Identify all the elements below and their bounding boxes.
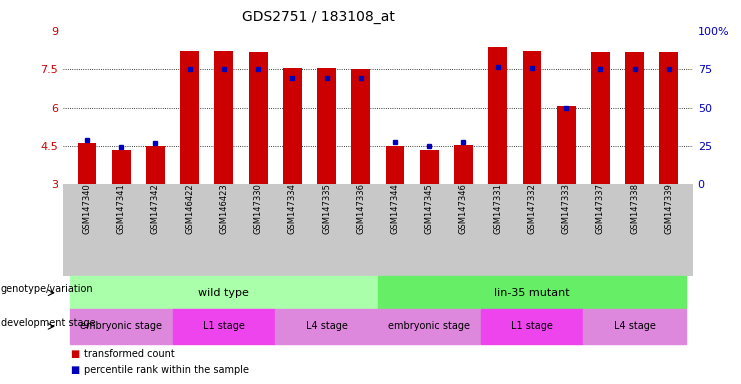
Bar	[420, 150, 439, 184]
Text: embryonic stage: embryonic stage	[80, 321, 162, 331]
Text: L1 stage: L1 stage	[511, 321, 553, 331]
Text: genotype/variation: genotype/variation	[1, 284, 93, 294]
Bar	[317, 68, 336, 184]
Text: lin-35 mutant: lin-35 mutant	[494, 288, 570, 298]
Text: percentile rank within the sample: percentile rank within the sample	[84, 364, 249, 375]
Text: embryonic stage: embryonic stage	[388, 321, 471, 331]
Bar	[78, 143, 96, 184]
Text: GDS2751 / 183108_at: GDS2751 / 183108_at	[242, 10, 395, 23]
Text: ■: ■	[70, 349, 79, 359]
Bar	[488, 47, 507, 184]
Bar	[214, 51, 233, 184]
Bar	[659, 53, 678, 184]
Bar	[351, 69, 370, 184]
Bar	[625, 53, 644, 184]
Bar	[249, 53, 268, 184]
Text: L4 stage: L4 stage	[614, 321, 656, 331]
Bar	[385, 146, 405, 184]
Bar	[112, 150, 130, 184]
Bar	[283, 68, 302, 184]
Text: wild type: wild type	[199, 288, 249, 298]
Bar	[454, 145, 473, 184]
Bar	[146, 146, 165, 184]
Bar	[180, 51, 199, 184]
Text: L4 stage: L4 stage	[305, 321, 348, 331]
Text: transformed count: transformed count	[84, 349, 174, 359]
Text: L1 stage: L1 stage	[203, 321, 245, 331]
Text: ■: ■	[70, 364, 79, 375]
Bar	[522, 51, 542, 184]
Bar	[591, 53, 610, 184]
Text: development stage: development stage	[1, 318, 96, 328]
Bar	[556, 106, 576, 184]
